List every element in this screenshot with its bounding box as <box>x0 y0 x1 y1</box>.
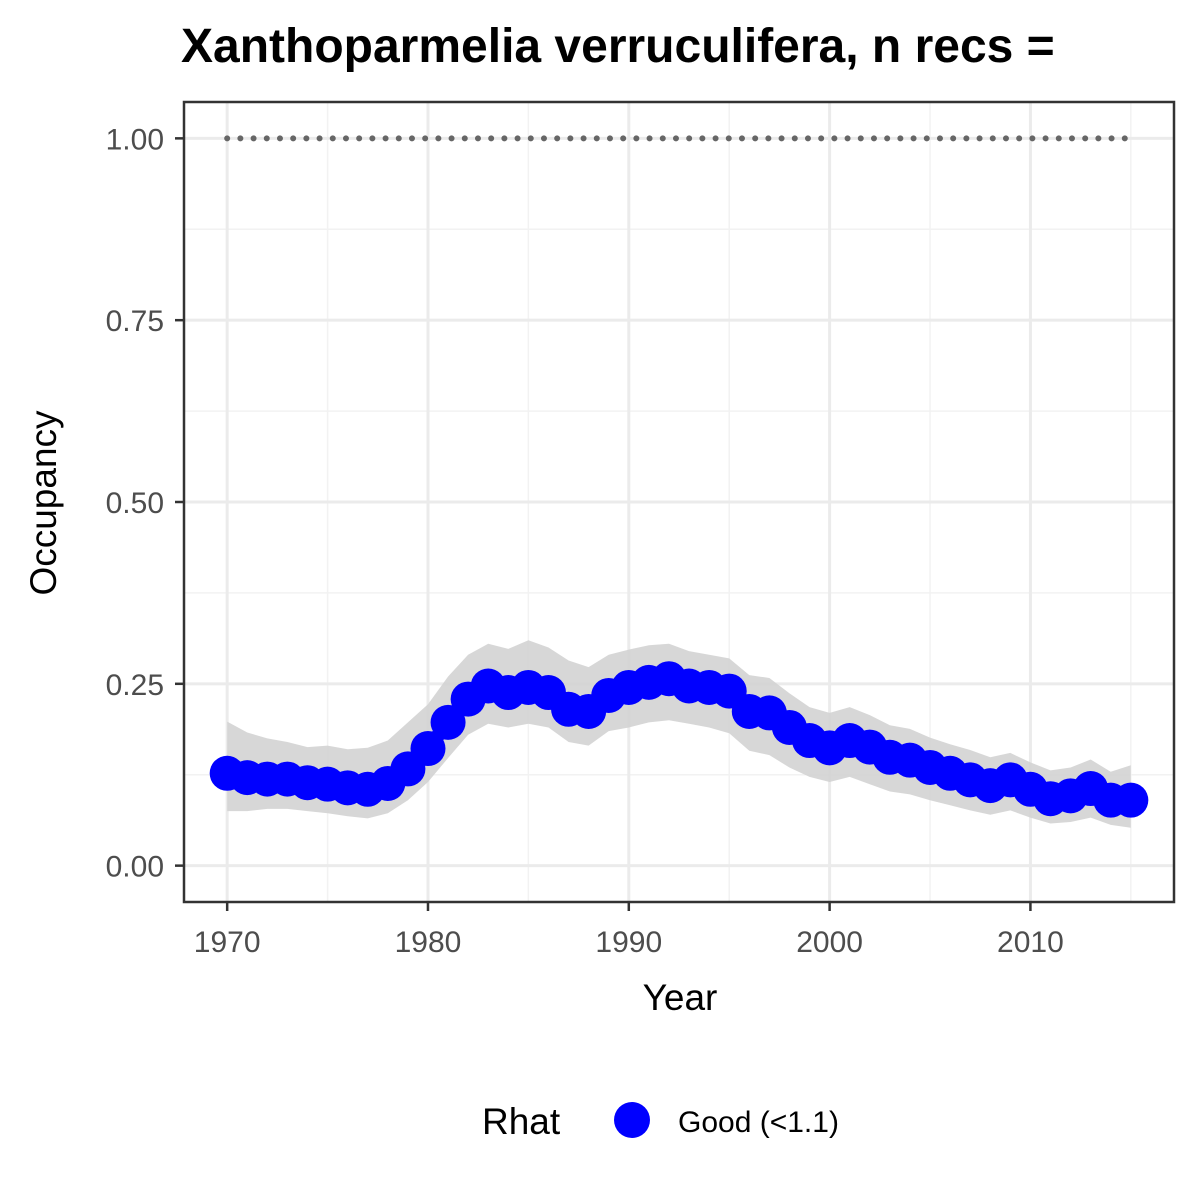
chart-title: Xanthoparmelia verruculifera, n recs = <box>181 20 1055 73</box>
y-tick-label: 0.75 <box>106 305 164 338</box>
x-tick-label: 1970 <box>194 926 261 959</box>
legend-key-good <box>614 1102 650 1138</box>
legend-label-good: Good (<1.1) <box>678 1106 839 1139</box>
legend-title: Rhat <box>482 1101 561 1142</box>
y-axis-title: Occupancy <box>23 410 64 596</box>
x-tick-label: 1990 <box>595 926 662 959</box>
x-tick-label: 1980 <box>395 926 462 959</box>
y-tick-label: 0.50 <box>106 487 164 520</box>
x-axis-title: Year <box>643 977 718 1018</box>
x-tick-label: 2010 <box>997 926 1064 959</box>
y-tick-label: 0.00 <box>106 851 164 884</box>
y-tick-label: 1.00 <box>106 123 164 156</box>
data-point <box>1113 783 1148 818</box>
legend: Rhat Good (<1.1) <box>482 1101 839 1142</box>
x-tick-label: 2000 <box>796 926 863 959</box>
plot-area: 1970 1980 1990 2000 2010 0.00 0.25 0.50 0.75 1.00 <box>106 102 1174 959</box>
y-tick-label: 0.25 <box>106 669 164 702</box>
